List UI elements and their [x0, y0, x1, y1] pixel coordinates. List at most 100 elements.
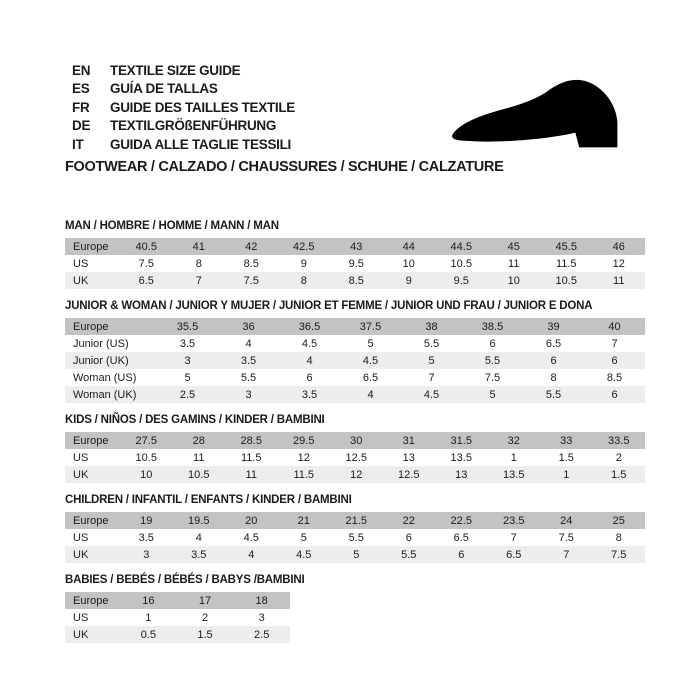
size-cell: 24	[560, 514, 573, 527]
table-row: Europe 40.5 41 42 42.5 43 44 44.5 45 45.5 46	[65, 238, 645, 255]
size-cell: 13	[455, 468, 468, 481]
size-cell: 7	[510, 531, 517, 544]
size-cell: 10.5	[450, 257, 472, 270]
size-cell: 39	[547, 320, 560, 333]
row-label: UK	[73, 548, 89, 561]
size-table-man: Europe 40.5 41 42 42.5 43 44 44.5 45 45.5 46 US 7.5 8…	[65, 238, 645, 289]
size-cell: 33.5	[608, 434, 630, 447]
size-cell: 5	[184, 371, 191, 384]
size-cell: 3.5	[301, 388, 318, 401]
size-cell: 13	[402, 451, 415, 464]
row-label: US	[73, 451, 89, 464]
size-cell: 11	[508, 257, 520, 270]
language-code: FR	[72, 99, 90, 115]
size-cell: 1.5	[611, 468, 627, 481]
dress-shoe-icon	[447, 72, 643, 162]
size-cell: 6	[489, 337, 496, 350]
size-cell: 37.5	[359, 320, 382, 333]
size-table-babies: Europe 16 17 18 US 1 2 3 UK 0.5 1.5 2.5	[65, 592, 290, 643]
size-cell: 10.5	[555, 274, 577, 287]
table-title-kids: KIDS / NIÑOS / DES GAMINS / KINDER / BAM…	[65, 414, 325, 426]
row-label: US	[73, 611, 89, 624]
size-cell: 7	[195, 274, 202, 287]
size-cell: 5.5	[484, 354, 501, 367]
size-cell: 1	[145, 611, 152, 624]
size-cell: 4	[195, 531, 202, 544]
size-cell: 5.5	[348, 531, 364, 544]
size-table-section-kids: KIDS / NIÑOS / DES GAMINS / KINDER / BAM…	[65, 414, 645, 483]
language-row-en: EN TEXTILE SIZE GUIDE	[72, 62, 295, 80]
size-cell: 6.5	[138, 274, 154, 287]
size-cell: 28	[192, 434, 205, 447]
size-cell: 8	[615, 531, 622, 544]
row-label: Europe	[73, 240, 109, 253]
size-cell: 44.5	[450, 240, 472, 253]
size-cell: 3	[184, 354, 191, 367]
table-row: UK 3 3.5 4 4.5 5 5.5 6 6.5 7 7.5	[65, 546, 645, 563]
size-cell: 5.5	[545, 388, 562, 401]
size-cell: 6.5	[545, 337, 562, 350]
size-cell: 9.5	[348, 257, 364, 270]
row-label: Woman (UK)	[73, 388, 137, 401]
row-label: Europe	[73, 434, 109, 447]
size-cell: 5.5	[401, 548, 417, 561]
language-code: DE	[72, 118, 91, 134]
table-row: Woman (UK) 2.5 3 3.5 4 4.5 5 5.5 6	[65, 386, 645, 403]
size-cell: 7.5	[484, 371, 501, 384]
size-cell: 11	[245, 468, 257, 481]
table-row: Europe 27.5 28 28.5 29.5 30 31 31.5 32 33 33.5	[65, 432, 645, 449]
size-cell: 4	[367, 388, 374, 401]
size-cell: 6	[611, 388, 618, 401]
size-cell: 30	[350, 434, 363, 447]
size-cell: 31	[402, 434, 415, 447]
language-label: GUIDA ALLE TAGLIE TESSILI	[110, 136, 291, 152]
size-cell: 4.5	[296, 548, 312, 561]
size-cell: 5	[428, 354, 435, 367]
size-table-junior-woman: Europe 35.5 36 36.5 37.5 38 38.5 39 40 Junior (US…	[65, 318, 645, 403]
size-cell: 7	[428, 371, 435, 384]
size-cell: 1.5	[558, 451, 574, 464]
size-cell: 41	[192, 240, 205, 253]
size-cell: 3.5	[191, 548, 207, 561]
size-cell: 21.5	[345, 514, 367, 527]
size-cell: 10.5	[188, 468, 210, 481]
size-cell: 3	[258, 611, 265, 624]
table-title-junior-woman: JUNIOR & WOMAN / JUNIOR Y MUJER / JUNIOR…	[65, 300, 593, 312]
size-cell: 7.5	[611, 548, 627, 561]
size-cell: 23.5	[503, 514, 525, 527]
size-cell: 1	[563, 468, 570, 481]
row-label: Junior (UK)	[73, 354, 129, 367]
size-cell: 10	[402, 257, 415, 270]
size-cell: 6.5	[506, 548, 522, 561]
size-table-section-babies: BABIES / BEBÉS / BÉBÉS / BABYS /BAMBINI E…	[65, 574, 645, 643]
size-cell: 1.5	[197, 628, 213, 641]
size-cell: 5.5	[240, 371, 257, 384]
size-cell: 2	[201, 611, 209, 624]
size-cell: 6	[405, 531, 412, 544]
size-cell: 11.5	[555, 257, 577, 270]
size-cell: 22	[402, 514, 415, 527]
language-label: GUIDE DES TAILLES TEXTILE	[110, 99, 296, 115]
size-cell: 7.5	[243, 274, 259, 287]
row-label: UK	[73, 468, 89, 481]
table-row: US 10.5 11 11.5 12 12.5 13 13.5 1 1.5 2	[65, 449, 645, 466]
size-cell: 8.5	[348, 274, 364, 287]
size-cell: 5.5	[423, 337, 440, 350]
size-cell: 0.5	[140, 628, 156, 641]
language-code: ES	[72, 81, 90, 97]
size-cell: 4	[306, 354, 313, 367]
size-cell: 40.5	[135, 240, 157, 253]
size-table-children: Europe 19 19.5 20 21 21.5 22 22.5 23.5 24 25 US 3.5 4…	[65, 512, 645, 563]
table-row: Europe 19 19.5 20 21 21.5 22 22.5 23.5 24 25	[65, 512, 645, 529]
size-cell: 38	[425, 320, 438, 333]
table-row: UK 0.5 1.5 2.5	[65, 626, 290, 643]
size-cell: 42.5	[293, 240, 315, 253]
size-cell: 6	[550, 354, 557, 367]
size-cell: 13.5	[503, 468, 525, 481]
size-cell: 12	[297, 451, 310, 464]
size-cell: 18	[255, 594, 268, 607]
table-row: UK 10 10.5 11 11.5 12 12.5 13 13.5 1 1.5	[65, 466, 645, 483]
size-cell: 43	[350, 240, 363, 253]
row-label: US	[73, 531, 89, 544]
